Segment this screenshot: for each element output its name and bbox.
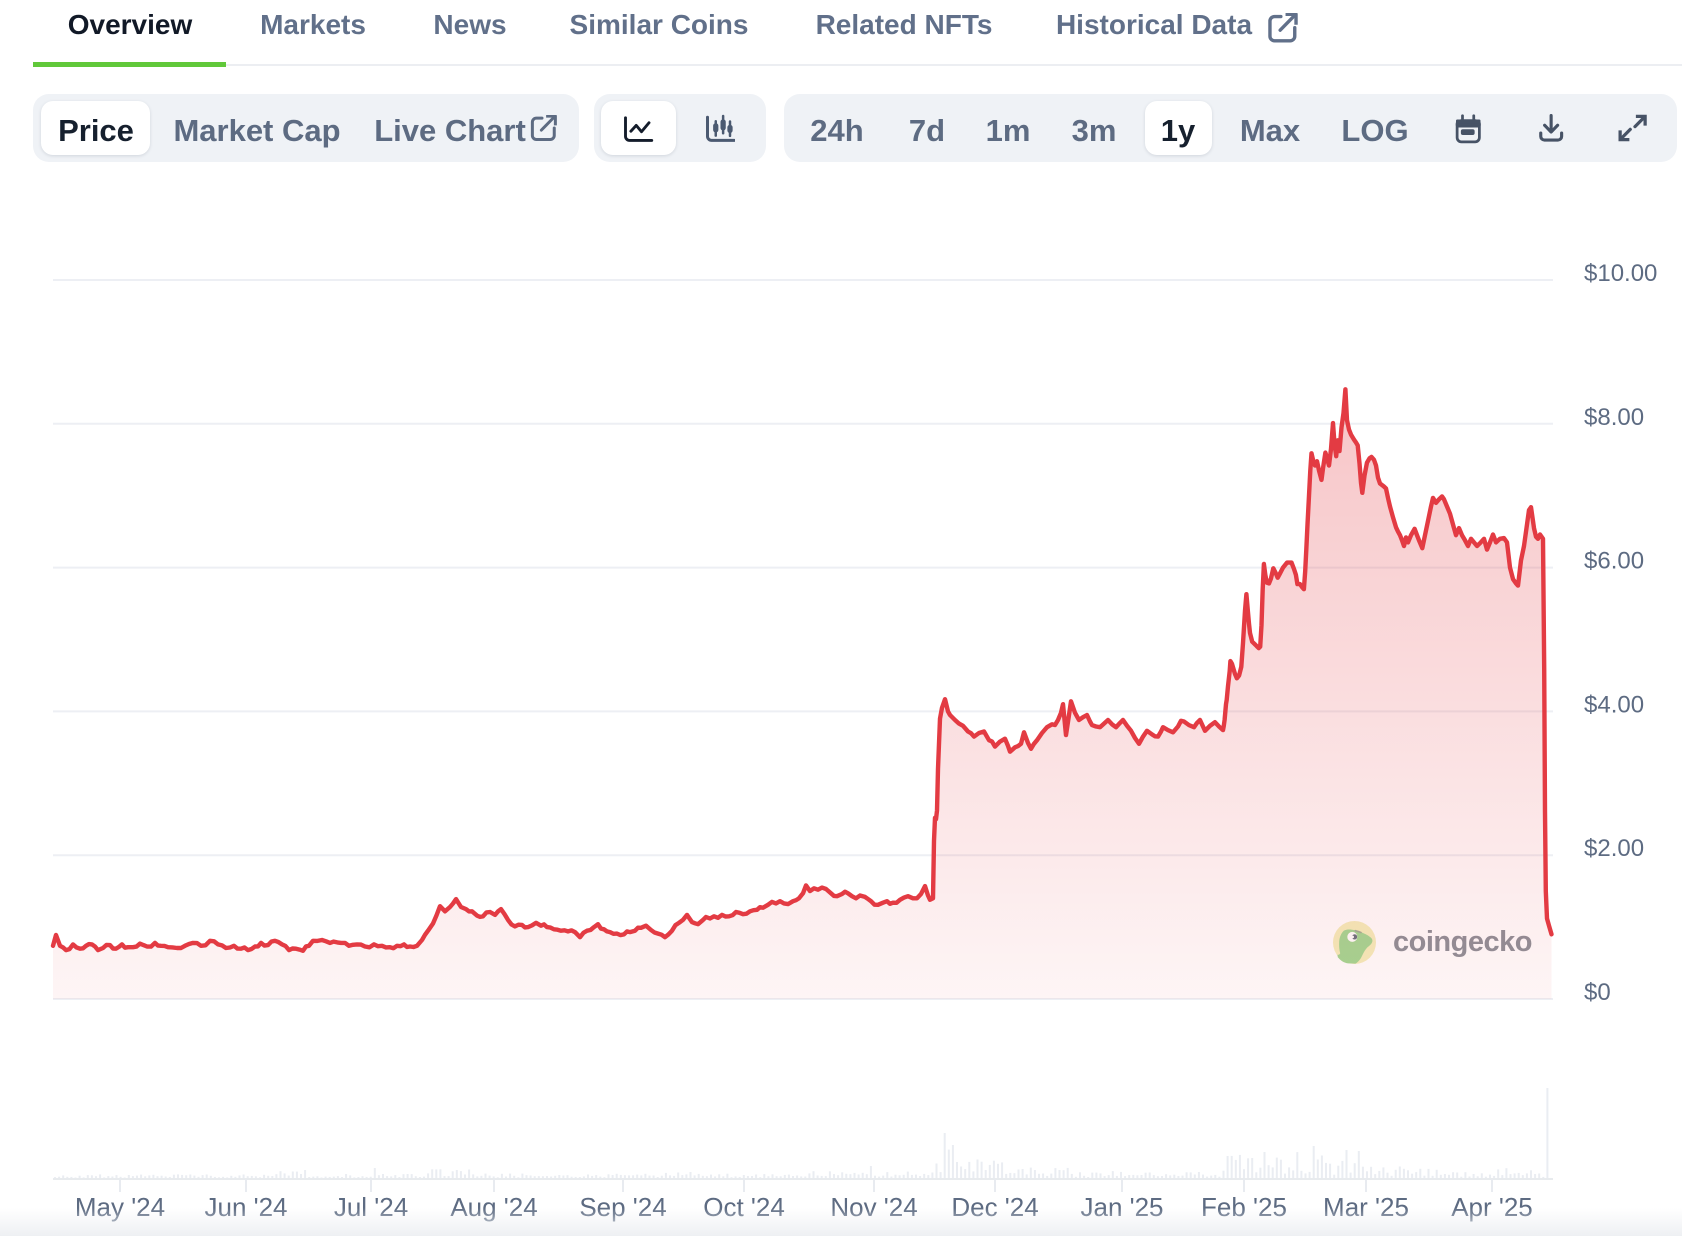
svg-text:$4.00: $4.00: [1584, 691, 1644, 718]
svg-text:$0: $0: [1584, 979, 1611, 1006]
svg-text:$10.00: $10.00: [1584, 260, 1657, 287]
svg-text:$2.00: $2.00: [1584, 835, 1644, 862]
svg-text:$6.00: $6.00: [1584, 548, 1644, 575]
svg-text:$8.00: $8.00: [1584, 404, 1644, 431]
